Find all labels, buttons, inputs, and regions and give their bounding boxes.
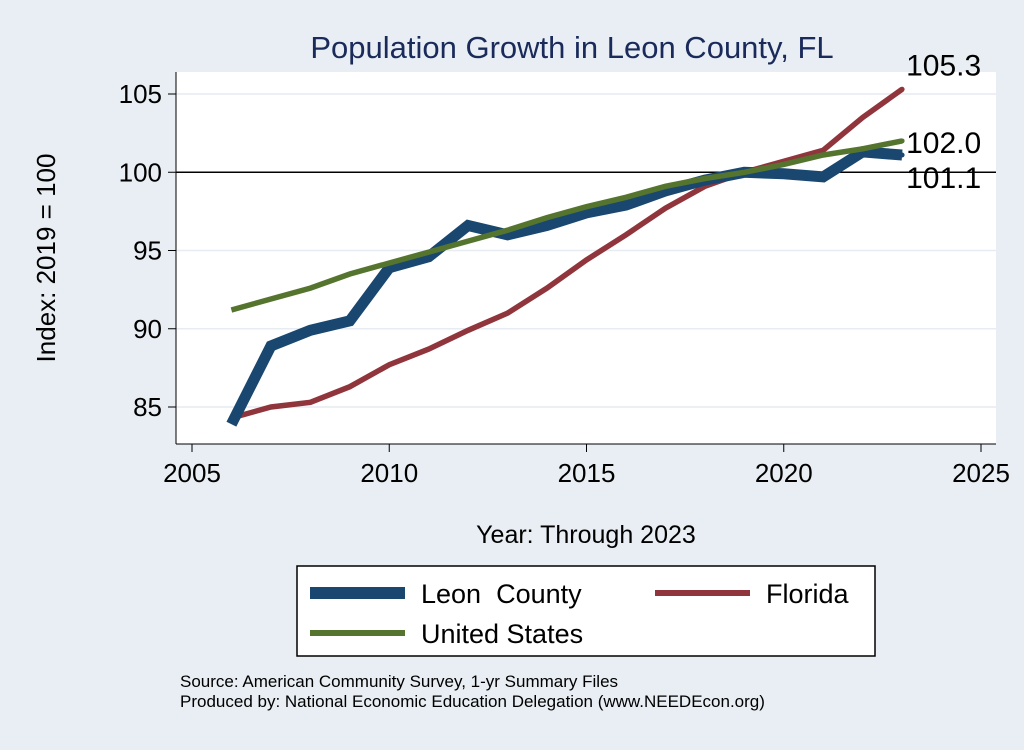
series-end-marker-florida xyxy=(899,86,905,92)
chart-title: Population Growth in Leon County, FL xyxy=(310,30,833,65)
y-tick-label-90: 90 xyxy=(133,314,162,344)
x-tick-label-2020: 2020 xyxy=(755,458,813,488)
data-label-united-states: 102.0 xyxy=(906,127,981,160)
x-axis-label: Year: Through 2023 xyxy=(476,521,696,549)
series-layer xyxy=(226,86,905,427)
labels-layer: 101.1 105.3 102.0 xyxy=(906,49,981,195)
y-tick-label-105: 105 xyxy=(119,79,162,109)
y-axis-label: Index: 2019 = 100 xyxy=(31,154,61,363)
legend: Leon County Florida United States xyxy=(296,565,876,657)
data-label-florida: 105.3 xyxy=(906,49,981,82)
legend-label-united-states: United States xyxy=(421,619,583,649)
source-note: Source: American Community Survey, 1-yr … xyxy=(180,672,618,691)
series-line-united-states xyxy=(230,138,903,313)
legend-label-florida: Florida xyxy=(766,579,850,609)
x-tick-label-2010: 2010 xyxy=(360,458,418,488)
x-tick-label-2015: 2015 xyxy=(558,458,616,488)
legend-label-leon-county: Leon County xyxy=(421,579,582,609)
series-line-florida xyxy=(230,87,904,421)
y-tick-label-95: 95 xyxy=(133,236,162,266)
axes-layer: 85 90 95 100 105 2005 2010 2015 2020 2025 xyxy=(119,72,1010,488)
series-end-marker-leon-county xyxy=(899,152,905,158)
producer-note: Produced by: National Economic Education… xyxy=(180,692,765,711)
x-tick-label-2025: 2025 xyxy=(952,458,1010,488)
series-end-marker-united-states xyxy=(899,138,905,144)
legend-box xyxy=(296,565,876,657)
series-line-leon-county xyxy=(226,146,903,427)
y-tick-label-100: 100 xyxy=(119,157,162,187)
y-tick-label-85: 85 xyxy=(133,392,162,422)
x-tick-label-2005: 2005 xyxy=(163,458,221,488)
data-label-leon-county: 101.1 xyxy=(906,162,981,195)
